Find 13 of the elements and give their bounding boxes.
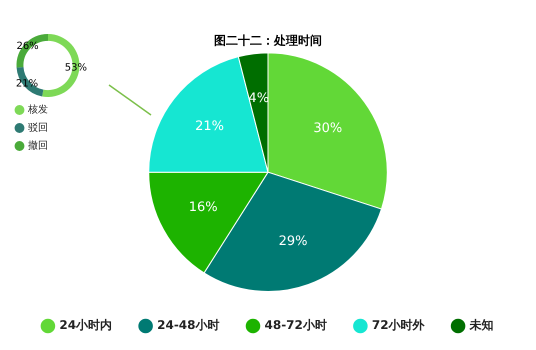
legend-label: 48-72小时 xyxy=(264,318,327,332)
chart-title: 图二十二：处理时间 xyxy=(214,33,322,48)
legend-label: 驳回 xyxy=(28,122,48,134)
legend-label: 24小时内 xyxy=(59,318,112,332)
data-label: 21% xyxy=(195,119,224,134)
legend-label: 核发 xyxy=(27,104,48,116)
data-label: 29% xyxy=(278,234,308,250)
legend-label: 72小时外 xyxy=(372,318,426,332)
data-label: 16% xyxy=(188,200,218,216)
legend-label: 未知 xyxy=(468,318,494,332)
data-label: 30% xyxy=(313,121,342,136)
legend-label: 撤回 xyxy=(28,140,48,152)
legend-label: 24-48小时 xyxy=(157,318,220,332)
